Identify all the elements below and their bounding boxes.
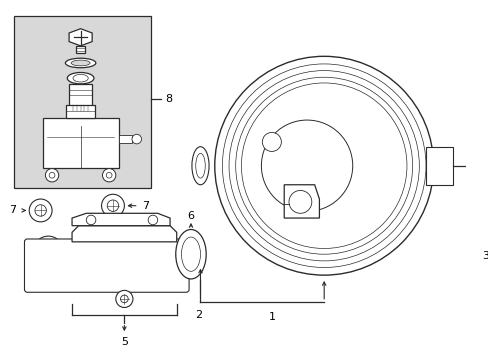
Bar [480, 145, 488, 187]
Ellipse shape [192, 147, 209, 185]
Circle shape [288, 190, 311, 213]
Polygon shape [72, 213, 170, 226]
Text: 2: 2 [195, 310, 202, 320]
Circle shape [102, 168, 116, 182]
Circle shape [49, 172, 55, 178]
Text: 8: 8 [165, 94, 172, 104]
Polygon shape [284, 185, 319, 218]
Bar [69, 84, 92, 111]
Bar [42, 118, 119, 168]
Bar [425, 147, 452, 185]
Polygon shape [27, 242, 186, 289]
Circle shape [132, 134, 141, 144]
Circle shape [107, 200, 119, 211]
Text: 4: 4 [486, 94, 488, 104]
Ellipse shape [195, 153, 205, 178]
Bar [66, 105, 95, 118]
Text: 5: 5 [121, 337, 128, 347]
Circle shape [86, 215, 96, 225]
Ellipse shape [73, 75, 88, 82]
Bar [76, 46, 85, 53]
Bar [477, 232, 488, 240]
Circle shape [33, 236, 63, 267]
Bar [475, 223, 488, 232]
Circle shape [262, 132, 281, 152]
Ellipse shape [71, 60, 90, 66]
Ellipse shape [65, 58, 96, 68]
Circle shape [121, 295, 128, 303]
Circle shape [477, 211, 488, 226]
Text: 7: 7 [142, 201, 149, 211]
Circle shape [36, 261, 61, 285]
Circle shape [35, 205, 46, 216]
Circle shape [42, 267, 54, 279]
Bar [14, 16, 151, 188]
Bar [480, 204, 488, 218]
Ellipse shape [175, 229, 206, 279]
Circle shape [102, 194, 124, 217]
Bar [482, 124, 488, 145]
Text: 3: 3 [482, 251, 488, 261]
Bar [119, 135, 132, 143]
Polygon shape [72, 226, 176, 242]
FancyBboxPatch shape [24, 239, 189, 292]
Ellipse shape [181, 237, 200, 271]
Text: 7: 7 [9, 206, 16, 215]
Circle shape [29, 199, 52, 222]
Polygon shape [69, 29, 92, 46]
Text: 1: 1 [268, 312, 275, 322]
Text: 6: 6 [187, 211, 194, 221]
Circle shape [106, 172, 112, 178]
Circle shape [45, 168, 59, 182]
Circle shape [116, 291, 133, 307]
Ellipse shape [67, 72, 94, 84]
Circle shape [214, 56, 433, 275]
Circle shape [148, 215, 157, 225]
Circle shape [41, 244, 56, 259]
